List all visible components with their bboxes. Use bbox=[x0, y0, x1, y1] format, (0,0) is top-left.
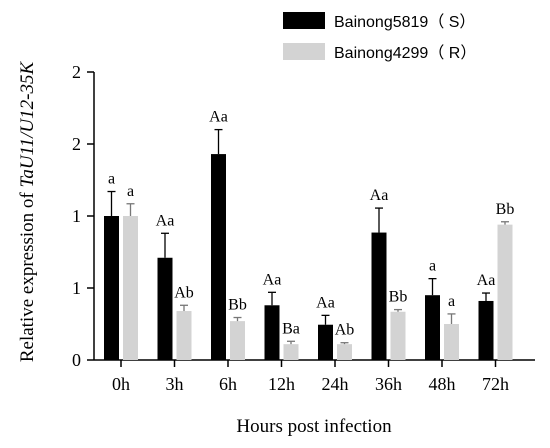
bar bbox=[211, 154, 226, 360]
significance-label: a bbox=[127, 183, 134, 200]
bar bbox=[176, 311, 192, 360]
x-tick-label: 72h bbox=[482, 374, 509, 394]
bar bbox=[478, 300, 494, 360]
significance-label: Ab bbox=[335, 322, 355, 339]
y-tick-label: 2 bbox=[72, 134, 81, 154]
x-ticks: 0h 3h 6h 12h 24h 36h 48h 72h bbox=[112, 360, 509, 394]
bar bbox=[390, 311, 406, 360]
bar bbox=[318, 324, 333, 360]
y-tick-label: 2 bbox=[72, 62, 81, 82]
y-tick-label: 0 bbox=[72, 350, 81, 370]
significance-label: Bb bbox=[228, 297, 247, 314]
significance-label: Aa bbox=[209, 109, 228, 126]
significance-label: Aa bbox=[370, 187, 389, 204]
significance-label: Ab bbox=[174, 284, 194, 301]
significance-label: a bbox=[108, 171, 115, 188]
bar bbox=[230, 321, 245, 360]
significance-label: a bbox=[448, 293, 455, 310]
y-axis-title: Relative expression of TaU11/U12-35K bbox=[17, 61, 38, 363]
bar bbox=[283, 344, 299, 360]
significance-label: Aa bbox=[263, 271, 282, 288]
legend-label-s: Bainong5819（ S） bbox=[334, 13, 475, 31]
x-tick-label: 36h bbox=[375, 374, 402, 394]
x-tick-label: 12h bbox=[268, 374, 295, 394]
legend-swatch-r bbox=[283, 43, 325, 60]
y-ticks: 0 1 1 2 2 bbox=[72, 62, 94, 370]
significance-label: Aa bbox=[477, 272, 496, 289]
bar bbox=[425, 295, 440, 360]
y-axis-title-gene: TaU11/U12-35K bbox=[17, 61, 38, 188]
bar bbox=[444, 324, 459, 360]
significance-label: a bbox=[429, 258, 436, 275]
x-tick-label: 24h bbox=[322, 374, 349, 394]
bar bbox=[157, 257, 173, 360]
x-tick-label: 48h bbox=[429, 374, 456, 394]
bar bbox=[497, 224, 513, 360]
x-tick-label: 3h bbox=[166, 374, 184, 394]
bar bbox=[337, 344, 352, 360]
bar bbox=[264, 305, 280, 360]
x-axis-title: Hours post infection bbox=[236, 416, 392, 437]
bar bbox=[104, 216, 119, 360]
significance-label: Bb bbox=[389, 289, 408, 306]
x-tick-label: 6h bbox=[219, 374, 237, 394]
x-tick-label: 0h bbox=[112, 374, 130, 394]
y-tick-label: 1 bbox=[72, 206, 81, 226]
significance-label: Aa bbox=[316, 294, 335, 311]
significance-label: Aa bbox=[156, 212, 175, 229]
y-tick-label: 1 bbox=[72, 278, 81, 298]
significance-label: Ba bbox=[282, 320, 300, 337]
legend-label-r: Bainong4299（ R） bbox=[334, 44, 476, 62]
legend-swatch-s bbox=[283, 12, 325, 29]
bar bbox=[371, 232, 387, 360]
bar bbox=[123, 216, 138, 360]
significance-label: Bb bbox=[496, 201, 515, 218]
legend: Bainong5819（ S） Bainong4299（ R） bbox=[283, 12, 476, 62]
y-axis-title-prefix: Relative expression of bbox=[17, 187, 38, 362]
